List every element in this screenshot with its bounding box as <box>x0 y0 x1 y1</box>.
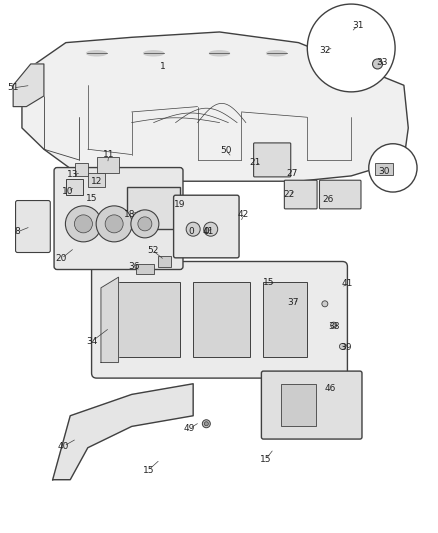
Text: 18: 18 <box>124 210 135 219</box>
FancyBboxPatch shape <box>261 371 361 439</box>
Text: 27: 27 <box>286 169 297 178</box>
Text: 15: 15 <box>262 278 274 287</box>
Bar <box>280 384 315 426</box>
FancyBboxPatch shape <box>173 195 239 258</box>
Text: 0: 0 <box>203 228 209 236</box>
Text: 36: 36 <box>128 262 139 271</box>
Bar <box>88 173 105 187</box>
Text: 38: 38 <box>327 322 339 330</box>
Circle shape <box>202 419 210 428</box>
Text: 49: 49 <box>184 424 195 433</box>
Text: 15: 15 <box>259 455 271 464</box>
Bar <box>193 282 250 357</box>
Bar <box>114 282 180 357</box>
Text: 0: 0 <box>187 228 194 236</box>
Text: 34: 34 <box>86 337 98 345</box>
Text: 15: 15 <box>142 466 154 474</box>
Ellipse shape <box>266 51 286 56</box>
Circle shape <box>74 215 92 233</box>
Text: 12: 12 <box>91 177 102 185</box>
Text: 15: 15 <box>86 194 98 203</box>
Polygon shape <box>13 64 44 107</box>
FancyBboxPatch shape <box>253 143 290 177</box>
Circle shape <box>204 422 208 426</box>
Circle shape <box>203 222 217 236</box>
Text: 51: 51 <box>7 84 19 92</box>
Text: 31: 31 <box>351 21 363 30</box>
Bar <box>66 179 83 195</box>
Text: 40: 40 <box>58 442 69 450</box>
Circle shape <box>96 206 132 242</box>
Text: 41: 41 <box>340 279 352 288</box>
Text: 50: 50 <box>220 146 231 155</box>
Polygon shape <box>22 32 407 181</box>
Text: 19: 19 <box>174 200 185 209</box>
Bar <box>263 282 307 357</box>
Ellipse shape <box>143 51 163 56</box>
Text: 30: 30 <box>378 167 389 176</box>
Text: 22: 22 <box>283 190 294 199</box>
Circle shape <box>65 206 101 242</box>
Text: 11: 11 <box>103 150 114 159</box>
Text: 46: 46 <box>324 384 335 392</box>
Text: 26: 26 <box>322 195 333 204</box>
Text: 1: 1 <box>159 62 165 71</box>
Text: 20: 20 <box>56 254 67 263</box>
FancyBboxPatch shape <box>319 180 360 209</box>
Bar <box>74 163 88 176</box>
Text: 33: 33 <box>375 59 387 67</box>
Circle shape <box>307 4 394 92</box>
Text: 52: 52 <box>147 246 158 255</box>
Bar <box>158 256 171 266</box>
Text: 21: 21 <box>249 158 261 166</box>
Text: 41: 41 <box>202 228 214 236</box>
FancyBboxPatch shape <box>92 262 346 378</box>
Circle shape <box>321 301 327 307</box>
Text: 8: 8 <box>14 228 21 236</box>
Circle shape <box>339 343 345 350</box>
Polygon shape <box>101 277 118 362</box>
Bar <box>127 187 180 229</box>
FancyBboxPatch shape <box>284 180 316 209</box>
Circle shape <box>186 222 200 236</box>
Ellipse shape <box>209 51 229 56</box>
Text: 42: 42 <box>237 211 249 219</box>
FancyBboxPatch shape <box>54 167 183 270</box>
Bar <box>136 264 153 274</box>
Text: 13: 13 <box>67 170 78 179</box>
Text: 37: 37 <box>287 298 298 307</box>
Circle shape <box>330 322 336 328</box>
Text: 39: 39 <box>339 343 351 352</box>
Circle shape <box>138 217 152 231</box>
Text: 10: 10 <box>62 188 74 196</box>
Circle shape <box>105 215 123 233</box>
Bar <box>374 163 392 175</box>
Circle shape <box>368 144 416 192</box>
Bar <box>96 157 118 173</box>
Ellipse shape <box>86 51 106 56</box>
FancyBboxPatch shape <box>15 200 50 253</box>
Polygon shape <box>53 384 193 480</box>
Circle shape <box>131 210 159 238</box>
Circle shape <box>372 59 381 69</box>
Text: 32: 32 <box>318 46 330 54</box>
